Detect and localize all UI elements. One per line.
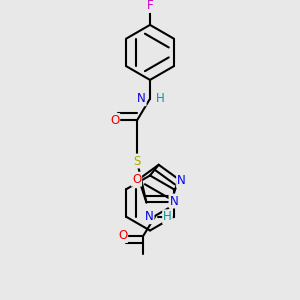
Text: O: O <box>118 229 127 242</box>
Text: F: F <box>147 0 153 12</box>
Text: O: O <box>132 173 141 186</box>
Text: N: N <box>137 92 146 105</box>
Text: N: N <box>177 174 186 187</box>
Text: H: H <box>156 92 164 105</box>
Text: O: O <box>110 114 119 127</box>
Text: H: H <box>163 210 172 223</box>
Text: S: S <box>133 154 141 167</box>
Text: N: N <box>145 210 154 223</box>
Text: N: N <box>169 194 178 208</box>
